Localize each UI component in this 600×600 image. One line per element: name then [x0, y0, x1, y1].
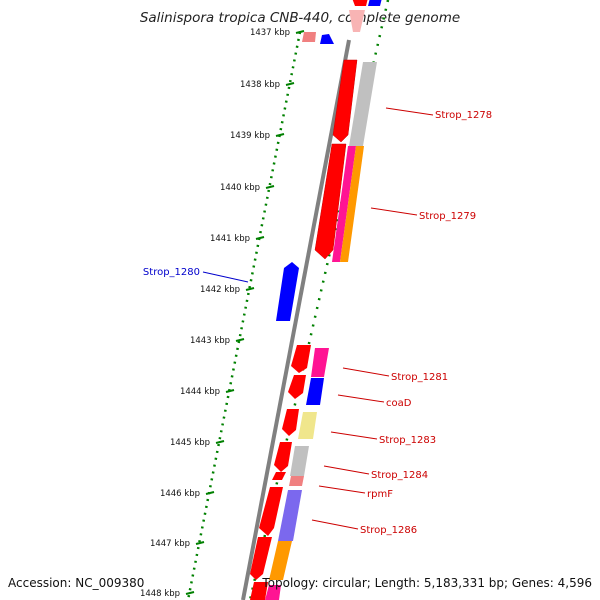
genome-backbone	[241, 39, 351, 600]
gene-feature	[272, 472, 286, 480]
tick-mark	[235, 338, 245, 342]
gene-label[interactable]: Strop_1284	[371, 470, 428, 481]
gene-labels: Strop_1278 Strop_1279 Strop_1280 Strop_1281…	[143, 107, 492, 536]
tick-label: 1448 kbp	[140, 589, 180, 599]
gene-feature	[274, 442, 292, 472]
gene-feature	[250, 537, 272, 580]
label-leader-line	[337, 394, 385, 403]
tick-mark	[245, 287, 255, 291]
tick-label: 1446 kbp	[160, 489, 200, 499]
label-leader-line	[330, 431, 378, 440]
tick-label: 1443 kbp	[190, 336, 230, 346]
gene-feature	[298, 412, 317, 439]
tick-label: 1445 kbp	[170, 438, 210, 448]
kbp-ticks: 1437 kbp 1438 kbp 1439 kbp 1440 kbp 1441 kbp…	[140, 28, 305, 599]
gene-label[interactable]: Strop_1281	[391, 372, 448, 383]
tick-mark	[265, 185, 275, 189]
tick-mark	[275, 133, 285, 137]
gene-label[interactable]: coaD	[386, 398, 412, 409]
tick-mark	[195, 541, 205, 545]
gene-label[interactable]: Strop_1286	[360, 525, 417, 536]
tick-mark	[255, 236, 265, 240]
gene-label[interactable]: Strop_1279	[419, 211, 476, 222]
gene-label[interactable]: Strop_1278	[435, 110, 492, 121]
gene-feature	[306, 378, 324, 405]
tick-label: 1439 kbp	[230, 131, 270, 141]
label-leader-line	[311, 519, 359, 530]
label-leader-line	[342, 367, 390, 377]
gene-feature	[332, 59, 358, 143]
gene-feature	[349, 10, 365, 32]
gene-feature	[276, 262, 299, 321]
gene-feature	[290, 446, 309, 476]
tick-label: 1440 kbp	[220, 183, 260, 193]
tick-label: 1441 kbp	[210, 234, 250, 244]
gene-label[interactable]: Strop_1283	[379, 435, 436, 446]
tick-mark	[215, 440, 225, 444]
tick-label: 1437 kbp	[250, 28, 290, 38]
gene-feature	[332, 146, 356, 262]
genome-title: Salinispora tropica CNB-440, complete ge…	[140, 10, 460, 26]
tick-label: 1438 kbp	[240, 80, 280, 90]
gene-feature	[265, 585, 281, 600]
topology-text: Topology: circular; Length: 5,183,331 bp…	[261, 576, 592, 590]
label-leader-line	[318, 485, 366, 494]
forward-genes	[250, 0, 382, 600]
tick-mark	[185, 591, 195, 595]
gene-label[interactable]: rpmF	[367, 489, 393, 500]
tick-mark	[225, 389, 235, 393]
gene-feature	[250, 582, 268, 600]
tick-label: 1444 kbp	[180, 387, 220, 397]
gene-feature	[269, 541, 292, 580]
gene-feature	[282, 409, 299, 436]
tick-label: 1447 kbp	[150, 539, 190, 549]
gene-feature	[291, 345, 311, 373]
gene-feature	[349, 62, 377, 146]
gene-feature	[320, 34, 334, 44]
accession-text: Accession: NC_009380	[8, 576, 144, 590]
label-leader-line	[370, 207, 418, 216]
gene-feature	[302, 32, 316, 42]
tick-mark	[285, 82, 295, 86]
label-leader-line	[202, 271, 249, 283]
tick-label: 1442 kbp	[200, 285, 240, 295]
gene-feature	[368, 0, 382, 6]
gene-feature	[352, 0, 368, 6]
tick-mark	[295, 30, 305, 34]
gene-feature	[288, 375, 306, 399]
label-leader-line	[323, 465, 370, 475]
label-leader-line	[385, 107, 434, 116]
gene-feature	[259, 487, 283, 536]
gene-feature	[311, 348, 329, 377]
gene-feature	[340, 146, 364, 262]
gene-feature	[289, 476, 304, 486]
gene-label[interactable]: Strop_1280	[143, 267, 200, 278]
gene-feature	[278, 490, 302, 541]
gene-feature	[314, 143, 347, 260]
tick-mark	[205, 491, 215, 495]
